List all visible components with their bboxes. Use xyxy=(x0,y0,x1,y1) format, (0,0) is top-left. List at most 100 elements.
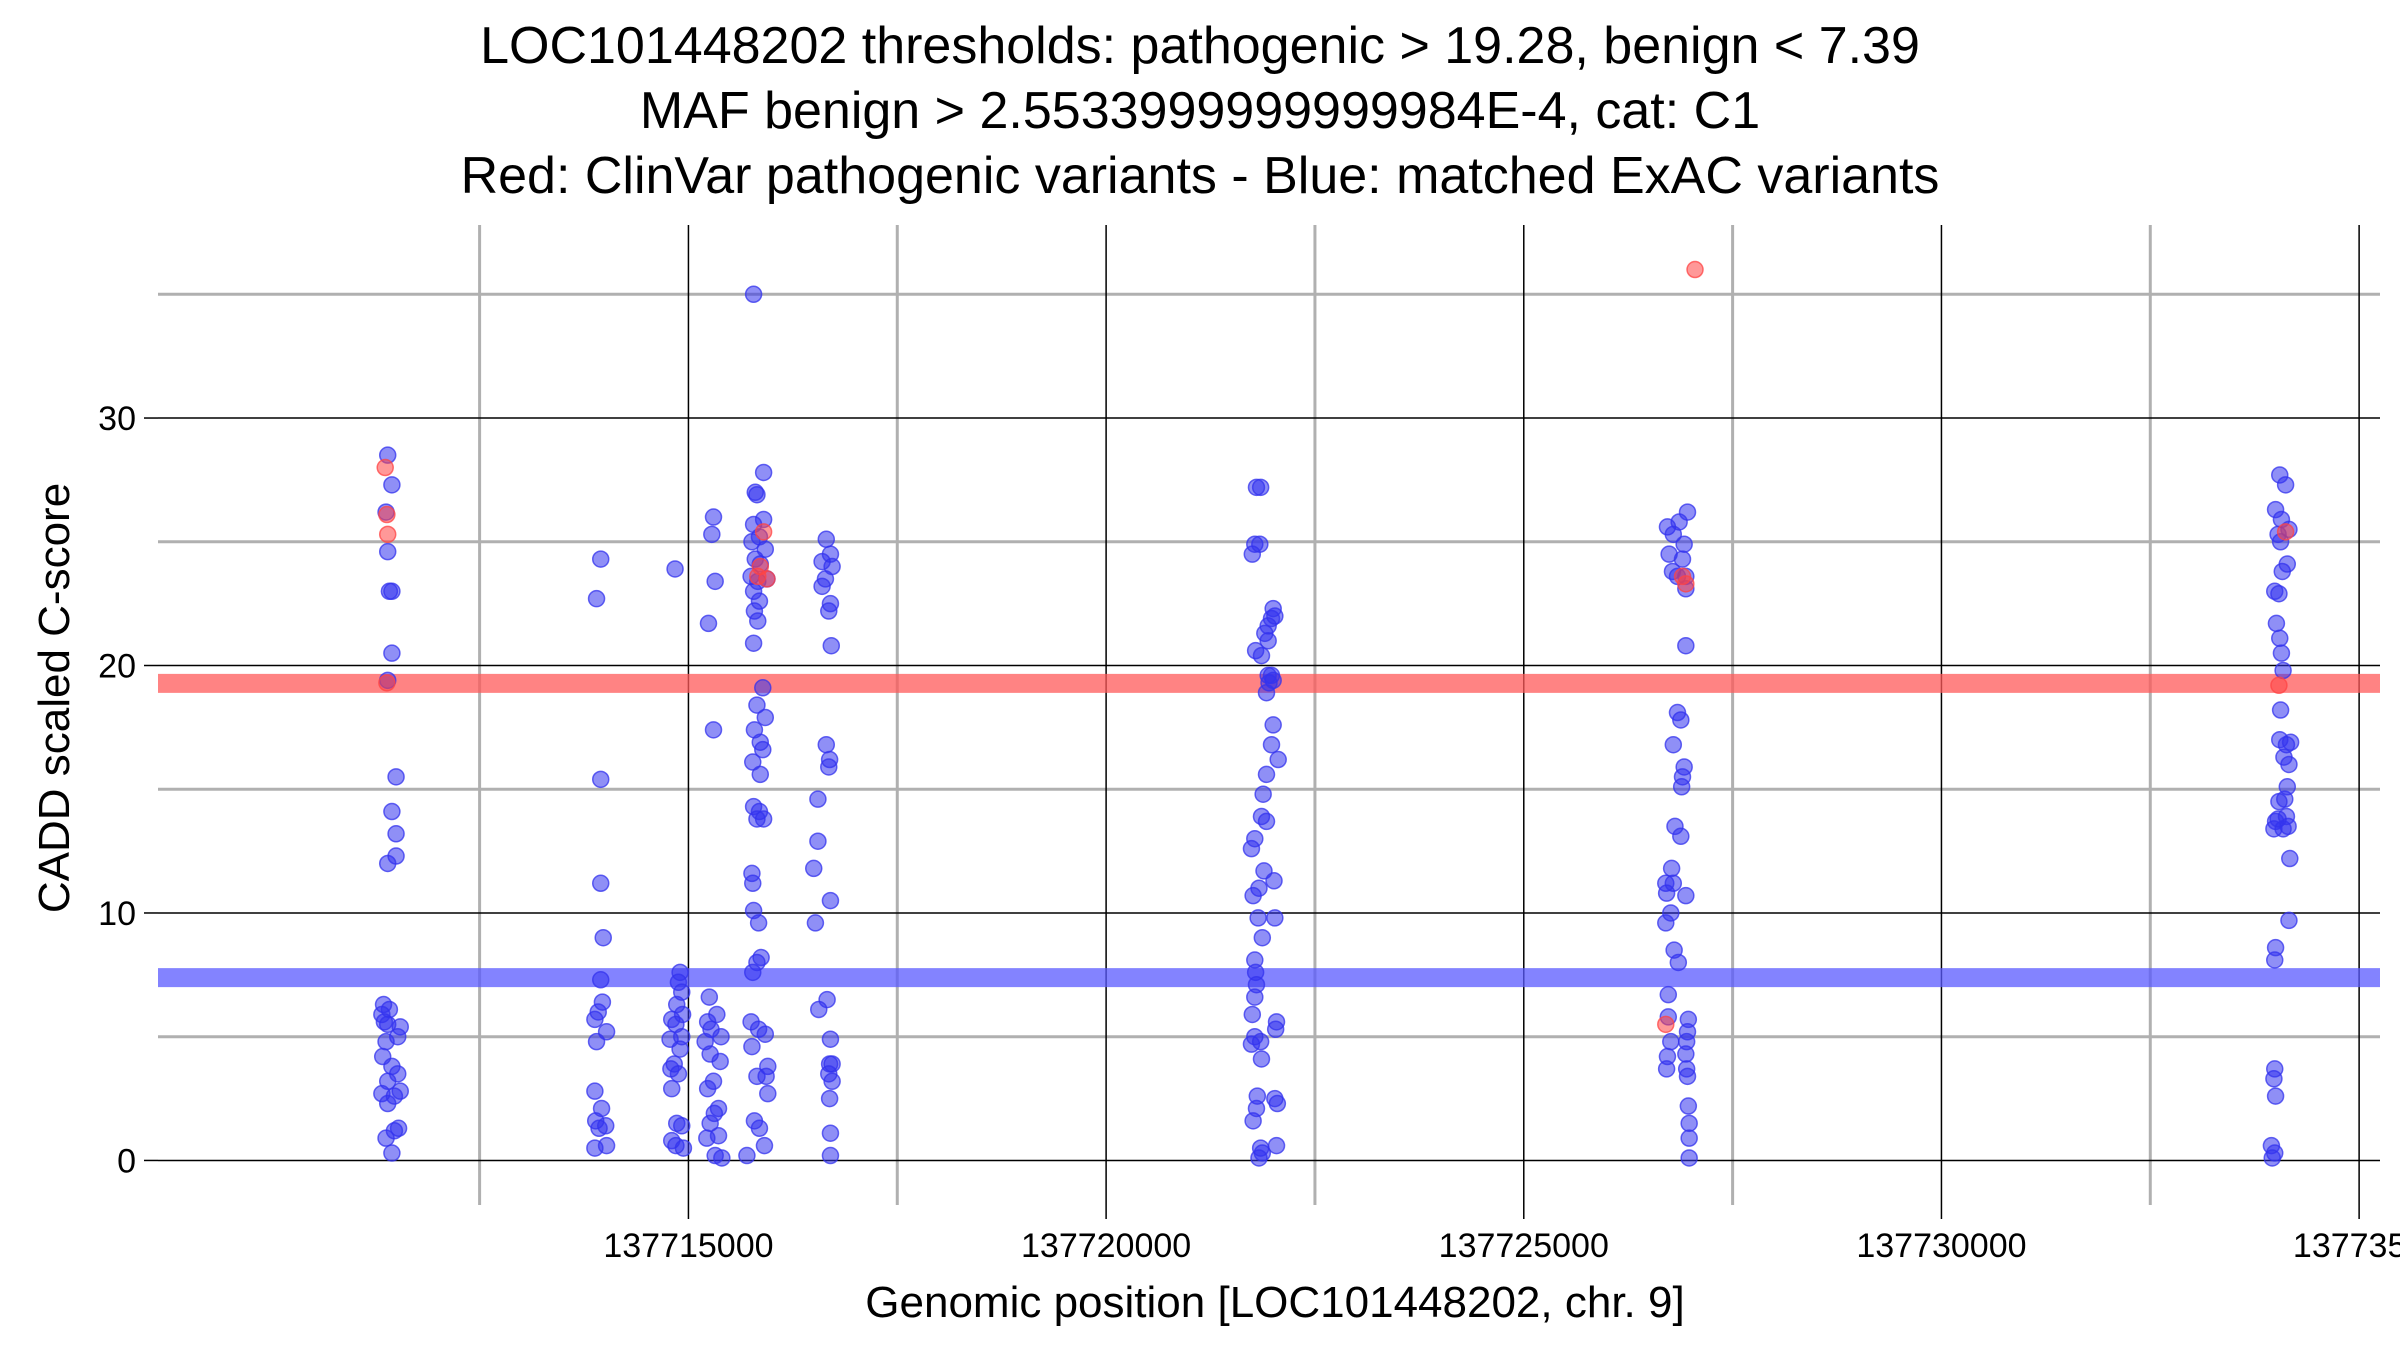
data-point xyxy=(2276,476,2295,494)
data-point xyxy=(744,634,763,652)
data-point xyxy=(1243,1005,1262,1024)
data-point xyxy=(754,523,773,541)
data-point xyxy=(2263,1149,2281,1167)
data-point xyxy=(2267,614,2286,633)
data-point xyxy=(1662,859,1681,878)
data-point xyxy=(1680,1129,1698,1147)
data-point xyxy=(713,1149,731,1167)
data-point xyxy=(1679,1097,1698,1115)
data-point xyxy=(2270,676,2288,695)
data-point xyxy=(383,476,401,494)
chart-title-line-1: LOC101448202 thresholds: pathogenic > 19… xyxy=(480,17,1920,75)
data-point xyxy=(1673,550,1692,568)
data-point xyxy=(1267,1136,1286,1155)
data-point xyxy=(2265,951,2284,969)
data-point xyxy=(754,810,773,828)
x-tick-label: 137715000 xyxy=(603,1227,773,1265)
data-point xyxy=(1252,1050,1271,1068)
chart-title-line-2: MAF benign > 2.5533999999999984E-4, cat:… xyxy=(639,82,1761,140)
data-point xyxy=(671,1040,689,1058)
data-point xyxy=(749,567,767,586)
data-point xyxy=(1257,812,1276,831)
data-point xyxy=(2281,733,2300,751)
data-point xyxy=(743,533,761,551)
data-point xyxy=(1675,535,1693,553)
data-point xyxy=(1249,909,1267,927)
data-point xyxy=(1664,735,1683,754)
x-axis-title: Genomic position [LOC101448202, chr. 9] xyxy=(865,1278,1685,1327)
data-point xyxy=(809,790,827,808)
data-point xyxy=(700,988,719,1006)
data-point xyxy=(378,505,396,524)
data-point xyxy=(1266,909,1284,927)
data-point xyxy=(809,832,827,850)
data-point xyxy=(2273,562,2292,581)
data-point xyxy=(1268,1094,1287,1113)
data-point xyxy=(1657,884,1676,902)
data-point xyxy=(2271,629,2289,648)
data-point xyxy=(749,612,767,630)
data-point xyxy=(756,708,775,727)
data-point xyxy=(1250,1149,1268,1167)
data-point xyxy=(2269,810,2287,828)
data-point xyxy=(1253,928,1272,947)
data-point xyxy=(821,1124,840,1142)
data-point xyxy=(1677,1045,1695,1063)
data-point xyxy=(378,525,397,544)
data-point xyxy=(1264,716,1282,734)
data-point xyxy=(706,572,724,591)
data-point xyxy=(383,802,401,821)
data-point xyxy=(704,721,723,739)
data-point xyxy=(586,1082,604,1100)
data-point xyxy=(703,525,721,544)
data-point xyxy=(2274,661,2292,680)
data-point xyxy=(821,891,840,910)
data-point xyxy=(744,874,762,893)
y-tick-label: 0 xyxy=(117,1142,136,1180)
data-point xyxy=(1664,525,1683,544)
data-point xyxy=(1244,886,1262,905)
data-point xyxy=(669,1065,688,1083)
data-point xyxy=(587,1032,606,1051)
data-point xyxy=(591,971,610,989)
data-point xyxy=(387,825,405,843)
x-tick-label: 1377350 xyxy=(2293,1227,2400,1265)
data-point xyxy=(817,530,836,549)
data-point xyxy=(383,644,401,662)
data-point xyxy=(1266,607,1284,625)
data-point xyxy=(674,1139,693,1157)
data-point xyxy=(820,758,838,776)
data-point xyxy=(378,542,397,561)
data-point xyxy=(751,765,770,784)
data-point xyxy=(754,463,773,482)
data-point xyxy=(380,582,399,601)
data-point xyxy=(743,1037,761,1056)
data-point xyxy=(1680,1114,1698,1133)
data-point xyxy=(2281,849,2299,868)
data-point xyxy=(759,1084,777,1103)
data-point xyxy=(748,485,766,504)
data-point xyxy=(587,589,606,608)
data-point xyxy=(1265,872,1283,890)
data-point xyxy=(749,914,768,932)
data-point xyxy=(754,679,772,697)
data-point xyxy=(2272,644,2291,662)
data-point xyxy=(704,508,723,526)
data-point xyxy=(698,1079,717,1098)
data-point xyxy=(810,1000,828,1019)
data-point xyxy=(744,285,763,304)
data-point xyxy=(823,1072,841,1091)
data-point xyxy=(817,735,836,754)
x-tick-label: 137725000 xyxy=(1439,1227,1609,1265)
y-axis-title: CADD scaled C-score xyxy=(30,482,79,914)
minor-grid xyxy=(158,225,2380,1205)
y-tick-label: 20 xyxy=(98,648,136,686)
chart-title-line-3: Red: ClinVar pathogenic variants - Blue:… xyxy=(460,147,1940,205)
data-point xyxy=(748,1067,766,1086)
data-point xyxy=(1672,778,1691,796)
data-point xyxy=(821,1146,840,1165)
data-point xyxy=(1252,646,1271,665)
data-point xyxy=(1259,632,1277,650)
data-point xyxy=(377,1129,395,1147)
data-point xyxy=(1659,985,1678,1004)
